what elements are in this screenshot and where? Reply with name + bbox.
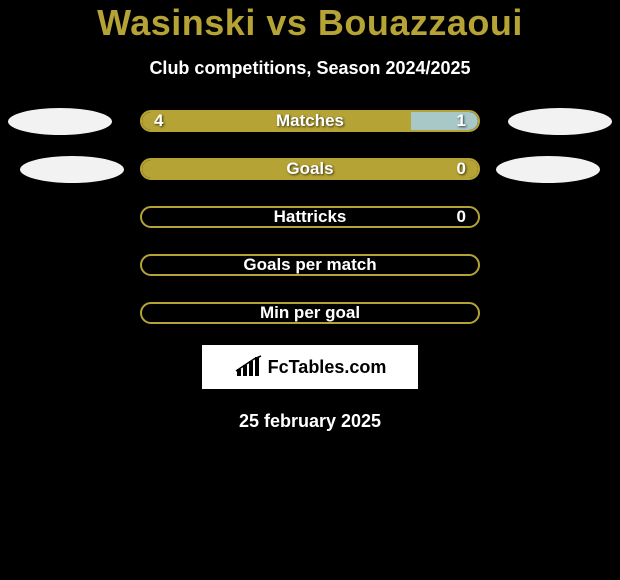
player-left-marker [20,156,124,183]
stat-bar: Min per goal [140,302,480,324]
stat-label: Min per goal [142,303,478,323]
stat-label: Goals per match [142,255,478,275]
stat-value-right: 0 [457,159,466,179]
bar-fill-left [142,160,478,178]
stat-row: Hattricks0 [0,205,620,229]
player-right-marker [496,156,600,183]
brand-text: FcTables.com [268,357,387,378]
date-label: 25 february 2025 [239,411,381,432]
stat-bar: Hattricks0 [140,206,480,228]
bar-fill-left [142,112,411,130]
comparison-card: Wasinski vs Bouazzaoui Club competitions… [0,0,620,432]
bar-fill-right [411,112,478,130]
stat-rows: Matches41Goals0Hattricks0Goals per match… [0,109,620,325]
brand-logo: FcTables.com [202,345,418,389]
stat-row: Min per goal [0,301,620,325]
chart-icon [234,355,264,379]
page-title: Wasinski vs Bouazzaoui [97,2,523,44]
stat-value-right: 0 [457,207,466,227]
stat-value-right: 1 [457,111,466,131]
stat-row: Goals0 [0,157,620,181]
stat-bar: Matches41 [140,110,480,132]
player-left-marker [8,108,112,135]
stat-row: Goals per match [0,253,620,277]
stat-row: Matches41 [0,109,620,133]
stat-bar: Goals0 [140,158,480,180]
stat-label: Hattricks [142,207,478,227]
stat-bar: Goals per match [140,254,480,276]
stat-value-left: 4 [154,111,163,131]
page-subtitle: Club competitions, Season 2024/2025 [149,58,470,79]
player-right-marker [508,108,612,135]
